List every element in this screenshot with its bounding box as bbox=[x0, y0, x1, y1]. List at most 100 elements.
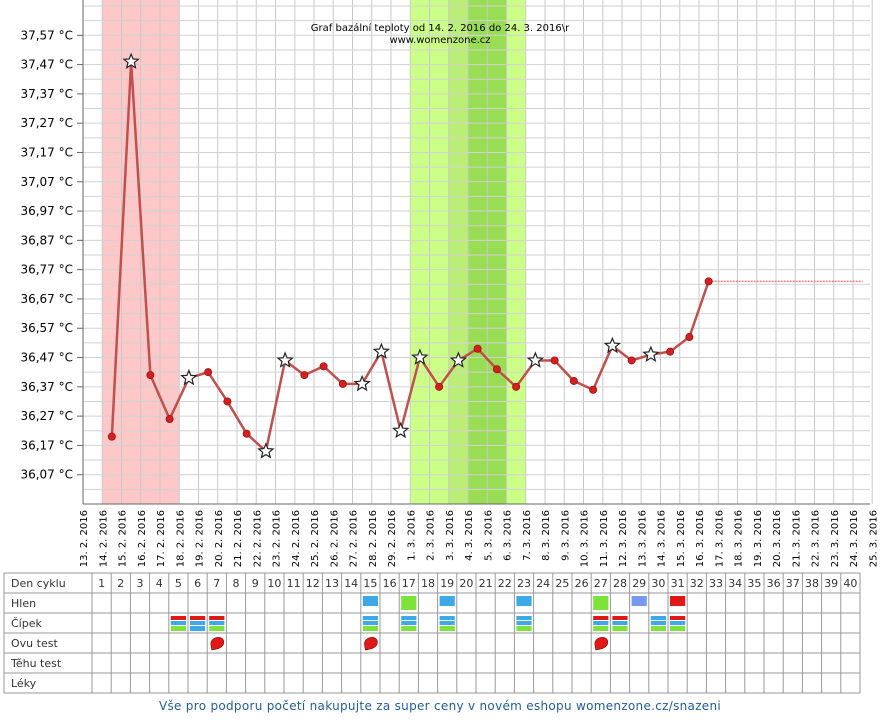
data-point bbox=[223, 397, 232, 406]
cycle-day-number: 29 bbox=[632, 577, 646, 590]
positive-drop-icon bbox=[210, 637, 225, 651]
x-tick-label: 16. 2. 2016 bbox=[137, 510, 148, 567]
chart-grid bbox=[82, 0, 873, 505]
x-tick-label: 23. 3. 2016 bbox=[830, 510, 841, 567]
temperature-line bbox=[110, 60, 710, 453]
cervix-marker-mid bbox=[362, 621, 378, 625]
star-point bbox=[642, 345, 660, 363]
cycle-day-number: 4 bbox=[156, 577, 163, 590]
data-point bbox=[492, 365, 501, 374]
cycle-day-number: 12 bbox=[306, 577, 320, 590]
cycle-day-number: 19 bbox=[440, 577, 454, 590]
mucus-marker bbox=[593, 596, 609, 610]
cervix-marker-mid bbox=[190, 621, 206, 625]
star-point bbox=[257, 442, 275, 459]
cervix-marker-bottom bbox=[516, 626, 532, 631]
x-tick-label: 26. 2. 2016 bbox=[329, 510, 340, 567]
cervix-marker-bottom bbox=[209, 626, 225, 631]
x-tick-label: 18. 2. 2016 bbox=[175, 510, 186, 567]
x-tick-label: 29. 2. 2016 bbox=[387, 510, 398, 567]
data-point bbox=[204, 368, 213, 377]
cervix-marker-top bbox=[170, 616, 186, 620]
cycle-day-number: 6 bbox=[194, 577, 201, 590]
bbt-chart: 37,57 °C 37,47 °C 37,37 °C 37,27 °C 37,17 °C… bbox=[3, 0, 879, 694]
x-tick-label: 2. 3. 2016 bbox=[426, 510, 437, 561]
star-point bbox=[449, 351, 468, 368]
cycle-day-number: 39 bbox=[824, 577, 838, 590]
data-point bbox=[512, 382, 521, 391]
x-tick-label: 7. 3. 2016 bbox=[522, 510, 533, 561]
cervix-marker-bottom bbox=[439, 626, 455, 631]
cervix-marker-mid bbox=[612, 621, 628, 625]
temperature-series bbox=[107, 52, 863, 459]
y-tick-label: 37,47 °C bbox=[20, 58, 73, 72]
data-point bbox=[569, 376, 578, 385]
data-point bbox=[666, 347, 675, 356]
x-tick-label: 3. 3. 2016 bbox=[445, 510, 456, 561]
x-tick-label: 13. 2. 2016 bbox=[79, 510, 90, 567]
cycle-day-number: 40 bbox=[843, 577, 857, 590]
y-tick-label: 36,47 °C bbox=[20, 351, 73, 365]
cycle-day-number: 7 bbox=[213, 577, 220, 590]
data-point bbox=[146, 371, 155, 380]
x-tick-label: 28. 2. 2016 bbox=[368, 510, 379, 567]
cervix-marker-bottom bbox=[190, 626, 206, 631]
y-tick-label: 36,87 °C bbox=[20, 233, 73, 247]
cycle-day-number: 18 bbox=[421, 577, 435, 590]
mucus-marker bbox=[670, 596, 686, 606]
x-tick-label: 11. 3. 2016 bbox=[599, 510, 610, 567]
star-point bbox=[603, 336, 622, 354]
x-tick-label: 25. 3. 2016 bbox=[868, 510, 879, 567]
y-tick-label: 36,07 °C bbox=[20, 468, 73, 482]
y-tick-label: 37,27 °C bbox=[20, 116, 73, 130]
cervix-marker-top bbox=[516, 616, 532, 620]
cycle-day-number: 1 bbox=[98, 577, 105, 590]
cycle-day-number: 14 bbox=[344, 577, 358, 590]
star-point bbox=[276, 351, 294, 368]
data-point bbox=[242, 429, 251, 438]
cervix-marker-mid bbox=[650, 621, 666, 625]
cycle-day-number: 33 bbox=[709, 577, 723, 590]
table-row-label: Den cyklu bbox=[11, 577, 66, 590]
star-point bbox=[372, 342, 391, 359]
cycle-day-number: 10 bbox=[267, 577, 281, 590]
star-point bbox=[411, 348, 429, 365]
x-tick-label: 12. 3. 2016 bbox=[618, 510, 629, 567]
cycle-day-number: 36 bbox=[767, 577, 781, 590]
cycle-day-number: 24 bbox=[536, 577, 550, 590]
star-point bbox=[122, 52, 140, 69]
x-tick-label: 25. 2. 2016 bbox=[310, 510, 321, 567]
cycle-day-number: 23 bbox=[517, 577, 531, 590]
cervix-marker-mid bbox=[670, 621, 686, 625]
cervix-marker-top bbox=[612, 616, 628, 620]
cervix-marker-bottom bbox=[670, 626, 686, 631]
cervix-marker-top bbox=[190, 616, 206, 620]
x-tick-label: 22. 3. 2016 bbox=[811, 510, 822, 567]
x-tick-label: 15. 2. 2016 bbox=[118, 510, 129, 567]
cycle-day-number: 8 bbox=[233, 577, 240, 590]
data-point bbox=[473, 344, 482, 353]
cycle-day-number: 20 bbox=[459, 577, 473, 590]
y-tick-label: 37,07 °C bbox=[20, 175, 73, 189]
chart-subtitle: www.womenzone.cz bbox=[389, 35, 490, 46]
x-tick-label: 6. 3. 2016 bbox=[503, 510, 514, 561]
x-tick-label: 1. 3. 2016 bbox=[406, 510, 417, 561]
cervix-marker-top bbox=[670, 616, 686, 620]
mucus-marker bbox=[631, 596, 647, 606]
eshop-link[interactable]: Vše pro podporu početí nakupujte za supe… bbox=[158, 699, 722, 713]
cycle-day-number: 38 bbox=[805, 577, 819, 590]
x-tick-label: 20. 3. 2016 bbox=[772, 510, 783, 567]
x-tick-label: 20. 2. 2016 bbox=[214, 510, 225, 567]
table-row-label: Léky bbox=[11, 677, 37, 690]
y-tick-label: 36,77 °C bbox=[20, 263, 73, 277]
x-tick-label: 22. 2. 2016 bbox=[252, 510, 263, 567]
cervix-marker-top bbox=[593, 616, 609, 620]
cycle-day-number: 22 bbox=[498, 577, 512, 590]
cycle-day-number: 34 bbox=[728, 577, 742, 590]
star-point bbox=[353, 374, 371, 392]
x-tick-label: 19. 2. 2016 bbox=[195, 510, 206, 567]
cycle-day-number: 27 bbox=[594, 577, 608, 590]
data-point bbox=[107, 432, 116, 441]
data-point bbox=[435, 382, 444, 391]
cycle-day-number: 2 bbox=[117, 577, 124, 590]
